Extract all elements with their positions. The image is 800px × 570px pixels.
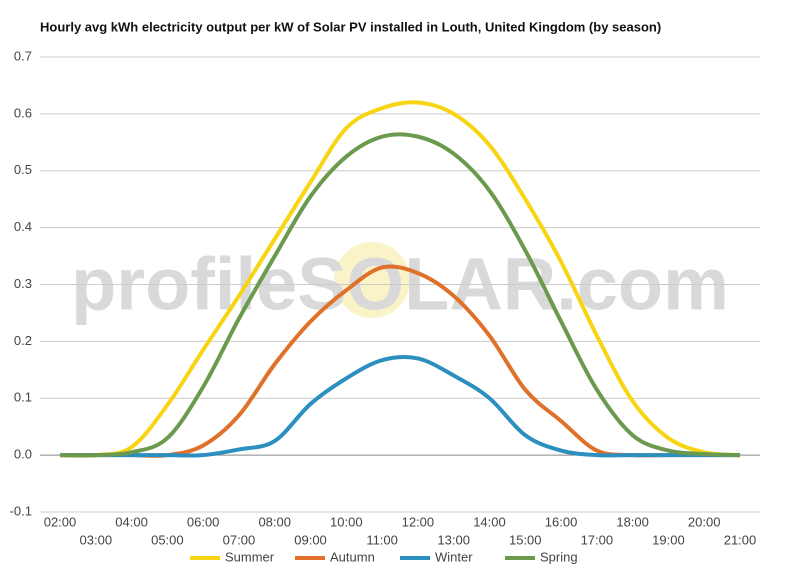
x-tick-label: 07:00 [223,532,256,547]
x-tick-label: 15:00 [509,532,542,547]
x-tick-label: 05:00 [151,532,184,547]
x-tick-label: 20:00 [688,514,721,529]
x-tick-label: 21:00 [724,532,757,547]
x-tick-label: 10:00 [330,514,363,529]
legend-label: Spring [540,549,578,564]
x-tick-label: 13:00 [437,532,470,547]
x-tick-label: 18:00 [616,514,649,529]
y-tick-label: 0.6 [14,105,32,120]
series-line [59,100,741,458]
y-tick-label: 0.7 [14,48,32,63]
watermark-sun [334,242,410,318]
y-tick-label: 0.1 [14,390,32,405]
y-tick-label: 0.5 [14,162,32,177]
y-tick-label: -0.1 [10,503,32,518]
x-tick-label: 17:00 [581,532,614,547]
series-line [59,132,741,458]
x-tick-label: 12:00 [402,514,435,529]
chart-title: Hourly avg kWh electricity output per kW… [40,19,661,34]
series-line [60,354,740,458]
x-tick-label: 14:00 [473,514,506,529]
x-tick-label: 08:00 [258,514,291,529]
y-tick-label: 0.2 [14,333,32,348]
x-tick-label: 09:00 [294,532,327,547]
legend-label: Winter [435,549,473,564]
y-tick-label: 0.3 [14,276,32,291]
x-tick-label: 03:00 [80,532,113,547]
x-tick-label: 02:00 [44,514,77,529]
y-tick-label: 0.0 [14,447,32,462]
x-tick-label: 11:00 [366,532,398,547]
legend-label: Summer [225,549,275,564]
x-tick-label: 04:00 [115,514,148,529]
y-tick-label: 0.4 [14,219,32,234]
x-tick-label: 16:00 [545,514,578,529]
x-tick-label: 06:00 [187,514,220,529]
legend-label: Autumn [330,549,375,564]
x-tick-label: 19:00 [652,532,685,547]
